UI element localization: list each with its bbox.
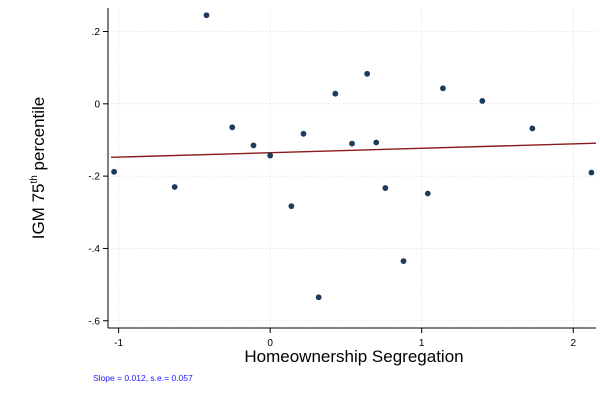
data-point xyxy=(382,185,389,191)
y-tick-label: -.4 xyxy=(88,244,100,255)
data-point xyxy=(373,139,380,146)
y-tick-label: .2 xyxy=(92,27,101,38)
data-point xyxy=(400,258,407,265)
fit-line xyxy=(111,142,597,159)
slope-note: Slope = 0.012, s.e.= 0.057 xyxy=(93,373,193,383)
x-tick-label: -1 xyxy=(114,338,123,349)
data-point xyxy=(588,169,595,176)
x-tick-label: 2 xyxy=(570,338,576,349)
data-point xyxy=(229,124,236,131)
y-tick-label: 0 xyxy=(94,99,100,110)
grid xyxy=(108,8,596,328)
plot-area xyxy=(108,8,596,328)
data-point xyxy=(349,140,355,147)
data-point xyxy=(250,142,257,149)
data-point xyxy=(288,203,295,210)
data-point xyxy=(300,130,307,137)
y-tick-label: -.6 xyxy=(88,316,100,327)
x-axis-ticks: -1 0 1 2 xyxy=(114,328,576,349)
x-tick-label: 0 xyxy=(267,338,273,349)
data-point xyxy=(332,90,339,97)
y-axis-ticks: .2 0 -.2 -.4 -.6 xyxy=(88,27,108,327)
data-point xyxy=(267,152,274,159)
y-axis-title-superscript: th xyxy=(29,175,40,183)
x-axis-title: Homeownership Segregation xyxy=(244,347,463,366)
data-point xyxy=(479,98,486,104)
data-point xyxy=(440,85,446,92)
data-point xyxy=(203,12,210,19)
y-axis-title: IGM 75th percentile xyxy=(29,97,48,240)
y-axis-title-main: IGM 75 xyxy=(29,184,48,240)
data-point xyxy=(315,294,322,301)
data-point xyxy=(171,184,178,190)
x-tick-label: 1 xyxy=(419,338,425,349)
data-point xyxy=(424,190,431,197)
data-point xyxy=(529,125,536,132)
data-point xyxy=(364,70,371,77)
y-axis-title-suffix: percentile xyxy=(29,97,48,175)
data-point xyxy=(111,168,117,175)
y-tick-label: -.2 xyxy=(88,172,100,183)
data-points xyxy=(111,12,595,301)
